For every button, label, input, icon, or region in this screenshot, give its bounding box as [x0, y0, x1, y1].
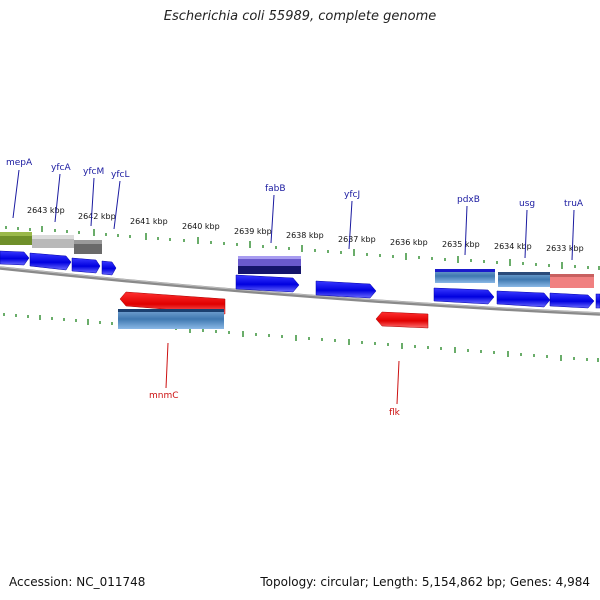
scale-label-2643: 2643 kbp	[27, 206, 65, 215]
forward-gene-arrow[interactable]	[71, 257, 101, 274]
feature-block-fabB	[238, 256, 301, 266]
reverse-gene-arrow-flk[interactable]	[375, 311, 429, 329]
forward-gene-arrow[interactable]	[433, 287, 495, 305]
top-label-leaders	[12, 169, 575, 261]
forward-gene-arrow[interactable]	[0, 250, 30, 266]
gene-label-usg[interactable]: usg	[519, 199, 535, 209]
bottom-label-leaders	[165, 342, 400, 405]
genome-backbone	[0, 266, 600, 316]
upper-tick-line	[5, 226, 600, 270]
genome-summary-text: Topology: circular; Length: 5,154,862 bp…	[260, 575, 590, 589]
gene-label-yfcA[interactable]: yfcA	[51, 163, 71, 173]
scale-label-2641: 2641 kbp	[130, 217, 168, 226]
forward-gene-arrow[interactable]	[549, 292, 595, 309]
feature-block-mnmC	[118, 309, 224, 329]
feature-block-pdxB	[435, 269, 495, 283]
forward-gene-arrow[interactable]	[496, 290, 551, 308]
gene-label-mepA[interactable]: mepA	[6, 158, 33, 168]
forward-genes	[0, 250, 600, 309]
scale-label-2639: 2639 kbp	[234, 227, 272, 236]
forward-gene-arrow[interactable]	[315, 280, 377, 299]
scale-label-2636: 2636 kbp	[390, 238, 428, 247]
gene-label-yfcJ[interactable]: yfcJ	[344, 190, 360, 200]
genome-backbone-highlight	[0, 266, 600, 314]
gene-label-fabB[interactable]: fabB	[265, 184, 286, 194]
forward-gene-arrow[interactable]	[595, 293, 600, 309]
lower-tick-line	[3, 313, 599, 362]
scale-label-2637: 2637 kbp	[338, 235, 376, 244]
reverse-genes	[118, 291, 429, 329]
upper-feature-band	[0, 232, 594, 288]
gene-label-yfcM[interactable]: yfcM	[83, 167, 104, 177]
accession-text: Accession: NC_011748	[9, 575, 146, 589]
forward-gene-arrow[interactable]	[101, 260, 117, 276]
scale-label-2635: 2635 kbp	[442, 240, 480, 249]
feature-block-truA	[550, 274, 594, 288]
feature-block-usg	[498, 272, 550, 287]
scale-label-2642: 2642 kbp	[78, 212, 116, 221]
gene-label-pdxB[interactable]: pdxB	[457, 195, 480, 205]
map-title: Escherichia coli 55989, complete genome	[163, 9, 437, 24]
gene-label-yfcL[interactable]: yfcL	[111, 170, 129, 180]
forward-gene-arrow[interactable]	[235, 274, 300, 293]
gene-label-mnmC[interactable]: mnmC	[149, 391, 179, 401]
gene-label-truA[interactable]: truA	[564, 199, 584, 209]
scale-label-2640: 2640 kbp	[182, 222, 220, 231]
scale-label-2638: 2638 kbp	[286, 231, 324, 240]
forward-gene-arrow[interactable]	[29, 252, 72, 271]
scale-label-2634: 2634 kbp	[494, 242, 532, 251]
scale-label-2633: 2633 kbp	[546, 244, 584, 253]
gene-label-flk[interactable]: flk	[389, 408, 401, 418]
